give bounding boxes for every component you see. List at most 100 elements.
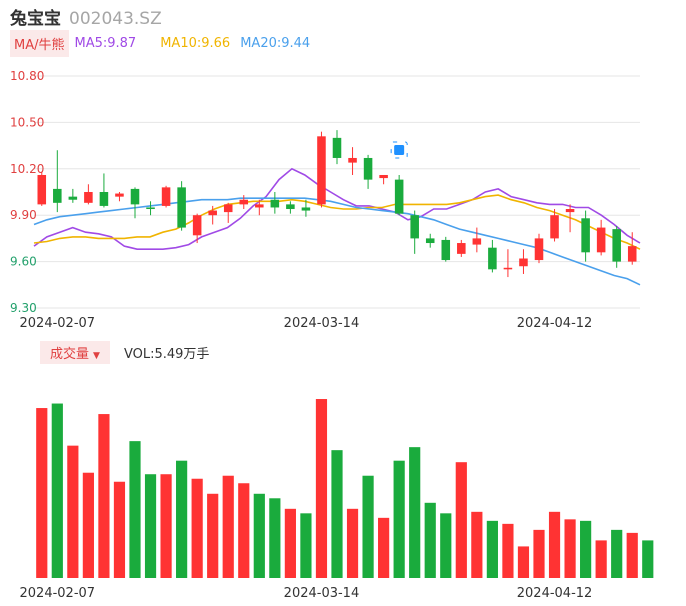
volume-bar	[486, 520, 498, 578]
volume-bar	[269, 498, 281, 578]
volume-bar	[595, 540, 607, 578]
candle-body	[223, 204, 233, 213]
x-tick-label: 2024-03-14	[284, 316, 360, 331]
volume-bar	[331, 450, 343, 578]
candle-body	[457, 243, 466, 254]
candle-body	[534, 238, 544, 261]
candle-body	[130, 188, 140, 205]
volume-bar	[440, 513, 452, 578]
x-tick-label: 2024-04-12	[517, 586, 593, 601]
volume-tab-label: 成交量	[50, 346, 90, 362]
candle-body	[565, 209, 575, 213]
x-tick-label: 2024-02-07	[20, 316, 96, 331]
volume-bar	[378, 517, 390, 578]
volume-bar	[409, 447, 421, 578]
candle-body	[581, 218, 590, 253]
stock-name: 兔宝宝	[10, 9, 61, 29]
candle-body	[332, 137, 342, 158]
dropdown-arrow-icon: ▼	[93, 350, 100, 361]
x-tick-label: 2024-03-14	[284, 586, 360, 601]
y-tick-label: 9.60	[10, 255, 37, 269]
candle-body	[239, 199, 249, 205]
y-tick-label: 10.50	[10, 115, 44, 129]
event-marker-frame	[390, 141, 408, 159]
y-tick-label: 9.90	[10, 208, 37, 222]
candle-body	[270, 199, 280, 208]
volume-legend: 成交量 ▼ VOL:5.49万手	[40, 340, 210, 364]
volume-bar	[129, 441, 141, 578]
volume-bar	[362, 475, 374, 578]
candle-body	[410, 215, 419, 239]
volume-bar	[626, 532, 638, 578]
volume-bar	[580, 520, 592, 578]
candle-body	[84, 192, 93, 203]
candle-body	[348, 157, 357, 163]
candle-body	[177, 187, 186, 228]
x-tick-label: 2024-02-07	[20, 586, 96, 601]
candle-body	[146, 207, 155, 210]
candle-body	[394, 179, 404, 214]
candle-body	[301, 207, 311, 211]
ma-line-ma5	[33, 167, 641, 250]
volume-bar	[160, 474, 172, 578]
candle-body	[208, 210, 217, 216]
volume-bar	[284, 508, 296, 578]
candle-body	[99, 192, 109, 206]
volume-bar	[253, 493, 265, 578]
volume-bar	[36, 408, 48, 578]
candle-body	[472, 238, 482, 245]
candle-body	[286, 204, 295, 210]
candle-body	[161, 187, 171, 206]
volume-tab-button[interactable]: 成交量 ▼	[40, 340, 110, 364]
volume-bar	[82, 472, 94, 578]
volume-bar	[51, 403, 63, 578]
y-tick-label: 10.20	[10, 162, 44, 176]
volume-bar	[300, 513, 312, 578]
volume-bar	[67, 445, 79, 578]
candle-body	[503, 267, 513, 270]
ma20-label: MA20:9.44	[240, 35, 311, 51]
volume-bar	[455, 462, 467, 578]
x-tick-label: 2024-04-12	[517, 316, 593, 331]
candle-body	[192, 215, 202, 236]
ma-legend: MA/牛熊 MA5:9.87 MA10:9.66 MA20:9.44	[10, 29, 311, 57]
volume-bar	[533, 529, 545, 578]
candle-body	[317, 136, 326, 205]
candle-body	[53, 188, 62, 203]
volume-bar	[346, 508, 359, 578]
volume-bar	[502, 523, 514, 578]
volume-bar	[238, 483, 250, 578]
event-marker-icon	[394, 145, 405, 155]
ma-tab-button[interactable]: MA/牛熊	[10, 29, 69, 57]
candle-body	[596, 227, 606, 253]
volume-bar	[315, 399, 328, 578]
volume-bar	[176, 460, 188, 578]
volume-bar	[144, 474, 157, 578]
volume-bar	[222, 475, 234, 578]
volume-bar	[548, 511, 561, 578]
volume-bar	[471, 511, 483, 578]
volume-bar	[191, 478, 203, 578]
volume-bar	[642, 540, 654, 578]
candle-body	[37, 174, 47, 205]
volume-bar	[517, 546, 530, 578]
candle-body	[488, 247, 497, 270]
ma-line-ma10	[33, 194, 641, 250]
candle-body	[627, 246, 637, 262]
volume-bar	[393, 460, 405, 578]
candle-body	[363, 157, 373, 180]
ma5-label: MA5:9.87	[74, 35, 137, 51]
volume-value: VOL:5.49万手	[123, 346, 210, 362]
volume-bar	[207, 493, 219, 578]
candle-body	[379, 174, 388, 179]
volume-bar	[98, 414, 110, 578]
candle-body	[115, 193, 124, 197]
volume-bar	[424, 502, 436, 578]
ma10-label: MA10:9.66	[160, 35, 231, 51]
candle-body	[550, 215, 559, 239]
candle-body	[441, 239, 451, 261]
candle-body	[612, 229, 621, 262]
volume-bar	[611, 529, 623, 578]
candle-body	[255, 204, 264, 208]
